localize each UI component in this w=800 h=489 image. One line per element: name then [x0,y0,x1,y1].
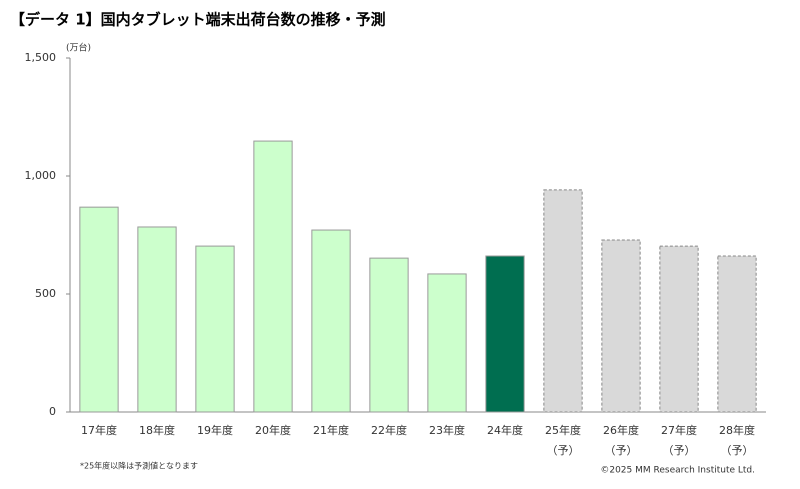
bar [253,140,293,413]
bar [311,229,351,413]
x-tick-sublabel: （予） [721,444,754,457]
y-tick-label: 500 [35,287,56,300]
y-tick-label: 0 [49,405,56,418]
y-unit: (万台) [66,42,91,54]
x-tick-label: 26年度 [603,423,639,437]
x-tick-label: 23年度 [429,423,465,437]
bar [717,255,757,413]
bar [195,245,235,413]
bar [659,245,699,413]
bar [543,189,583,413]
y-tick-label: 1,000 [25,169,57,182]
x-tick-label: 28年度 [719,423,755,437]
bar [485,255,525,413]
bar [137,226,177,413]
x-tick-label: 25年度 [545,423,581,437]
bar [79,206,119,413]
x-tick-sublabel: （予） [605,444,638,457]
chart-title: 【データ 1】国内タブレット端末出荷台数の推移・予測 [10,11,386,29]
x-tick-label: 21年度 [313,423,349,437]
x-tick-label: 22年度 [371,423,407,437]
x-tick-label: 17年度 [81,423,117,437]
bar [601,239,641,413]
x-tick-sublabel: （予） [663,444,696,457]
bar [427,273,467,413]
bar [369,257,409,413]
x-tick-label: 20年度 [255,423,291,437]
x-tick-label: 24年度 [487,423,523,437]
x-tick-label: 27年度 [661,423,697,437]
footnote: *25年度以降は予測値となります [80,461,198,471]
y-tick-label: 1,500 [25,51,57,64]
copyright: ©2025 MM Research Institute Ltd. [600,466,755,476]
x-tick-sublabel: （予） [547,444,580,457]
x-tick-label: 18年度 [139,423,175,437]
x-tick-label: 19年度 [197,423,233,437]
